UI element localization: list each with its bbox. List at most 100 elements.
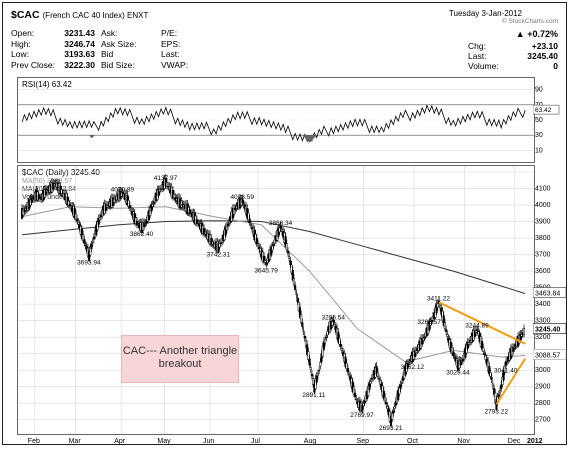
candle-body (399, 384, 402, 389)
candle-body (211, 241, 214, 245)
candle-body (271, 245, 274, 251)
candle-body (522, 328, 526, 335)
candle-body (278, 227, 281, 233)
candle-body (339, 344, 342, 347)
candle-body (241, 198, 244, 204)
candle-body (310, 373, 313, 377)
candle-body (53, 183, 56, 187)
ma50-line (21, 206, 526, 363)
candle-body (348, 374, 351, 376)
candle-body (144, 222, 147, 225)
annotation-box: CAC--- Another triangle breakout (121, 335, 239, 383)
x-axis: Feb Mar Apr May Jun Jul Aug Sep Oct Nov Dec 2012 (28, 438, 543, 445)
candle-body (482, 347, 485, 352)
prev-close-value: 3222.30 (64, 59, 95, 70)
candle-body (113, 198, 116, 203)
candle-body (484, 355, 487, 361)
price-annotation: 4070.89 (111, 186, 135, 193)
candle-body (502, 369, 505, 381)
candle-body (145, 220, 148, 223)
triangle-line (438, 301, 526, 345)
price-annotation: 3866.34 (269, 220, 293, 227)
rsi-tick-label: 10 (535, 147, 543, 154)
candle-body (197, 222, 200, 225)
candle-body (362, 403, 365, 407)
candle-body (224, 227, 227, 236)
candle-body (83, 239, 86, 244)
candle-body (370, 378, 373, 380)
annotation-line1: CAC--- Another triangle (122, 345, 238, 357)
candle-body (439, 305, 442, 309)
price-tick-label: 3900 (535, 219, 551, 226)
annotation-line2: breakout (158, 358, 202, 370)
candle-body (466, 342, 469, 349)
x-tick-label: May (157, 438, 171, 445)
candle-body (488, 365, 491, 375)
candle-body (429, 321, 432, 326)
candle-body (106, 205, 109, 208)
candle-body (379, 380, 382, 385)
candle-body (309, 367, 312, 370)
candle-body (297, 301, 300, 311)
candle-body (217, 243, 220, 252)
candle-body (435, 304, 438, 314)
candle-body (204, 231, 207, 235)
price-tag-box (533, 287, 567, 298)
candle-body (92, 236, 95, 240)
candle-body (338, 338, 341, 345)
high-value: 3246.74 (64, 38, 95, 49)
candle-body (345, 362, 348, 370)
candle-body (150, 205, 153, 212)
rsi-tag: 63.42 (535, 107, 552, 114)
candle-body (340, 348, 343, 351)
price-annotation: 3411.22 (427, 295, 450, 302)
candle-body (256, 243, 260, 246)
candle-body (218, 243, 221, 248)
candle-body (129, 208, 133, 212)
candle-body (467, 342, 470, 345)
candle-body (68, 203, 71, 207)
price-panel: $CAC (Daily) 3245.40 MA(50) 3088.57 MA(2… (17, 165, 535, 435)
last-value: 3245.40 (527, 51, 558, 61)
candle-body (77, 221, 80, 225)
x-tick-label: 2012 (527, 438, 543, 445)
candle-body (134, 217, 137, 224)
candle-body (489, 372, 492, 377)
candle-body (98, 217, 101, 220)
candle-body (473, 330, 476, 337)
candle-body (149, 207, 152, 216)
candle-body (490, 377, 493, 380)
price-tick-label: 3300 (535, 318, 551, 325)
price-tick-label: 3800 (535, 235, 551, 242)
candle-body (255, 238, 258, 245)
candle-body (74, 213, 77, 220)
candle-body (315, 375, 318, 383)
price-chart: $CAC (Daily) 3245.40 MA(50) 3088.57 MA(2… (18, 166, 534, 434)
quote-stats: Open: 3231.43 Ask: P/E: High: 3246.74 Ask Siz… (11, 28, 189, 70)
price-tag: 3088.57 (535, 352, 560, 359)
x-tick-label: Apr (114, 438, 126, 445)
candle-body (319, 361, 322, 367)
candle-body (386, 406, 389, 409)
price-tag: 3245.40 (535, 327, 560, 334)
candle-body (377, 378, 381, 380)
price-label: $CAC (Daily) 3245.40 (22, 168, 100, 177)
candle-body (151, 204, 154, 207)
price-tick-label: 3000 (535, 367, 551, 374)
candle-body (322, 341, 325, 350)
price-annotation: 3244.89 (465, 323, 489, 330)
candle-body (491, 383, 494, 387)
candle-body (273, 239, 276, 244)
candle-body (422, 337, 425, 341)
candle-body (436, 303, 439, 308)
symbol-description: (French CAC 40 Index) ENXT (42, 11, 149, 20)
candle-body (413, 350, 417, 357)
candle-body (308, 358, 311, 366)
price-annotation: 2769.97 (350, 412, 374, 419)
rsi-axis: 907050301063.42 (533, 87, 560, 154)
rsi-oversold-fill (302, 135, 317, 143)
candle-body (128, 205, 131, 208)
x-tick-label: Dec (508, 438, 521, 445)
candle-body (296, 297, 299, 303)
price-tag-box (533, 323, 567, 335)
